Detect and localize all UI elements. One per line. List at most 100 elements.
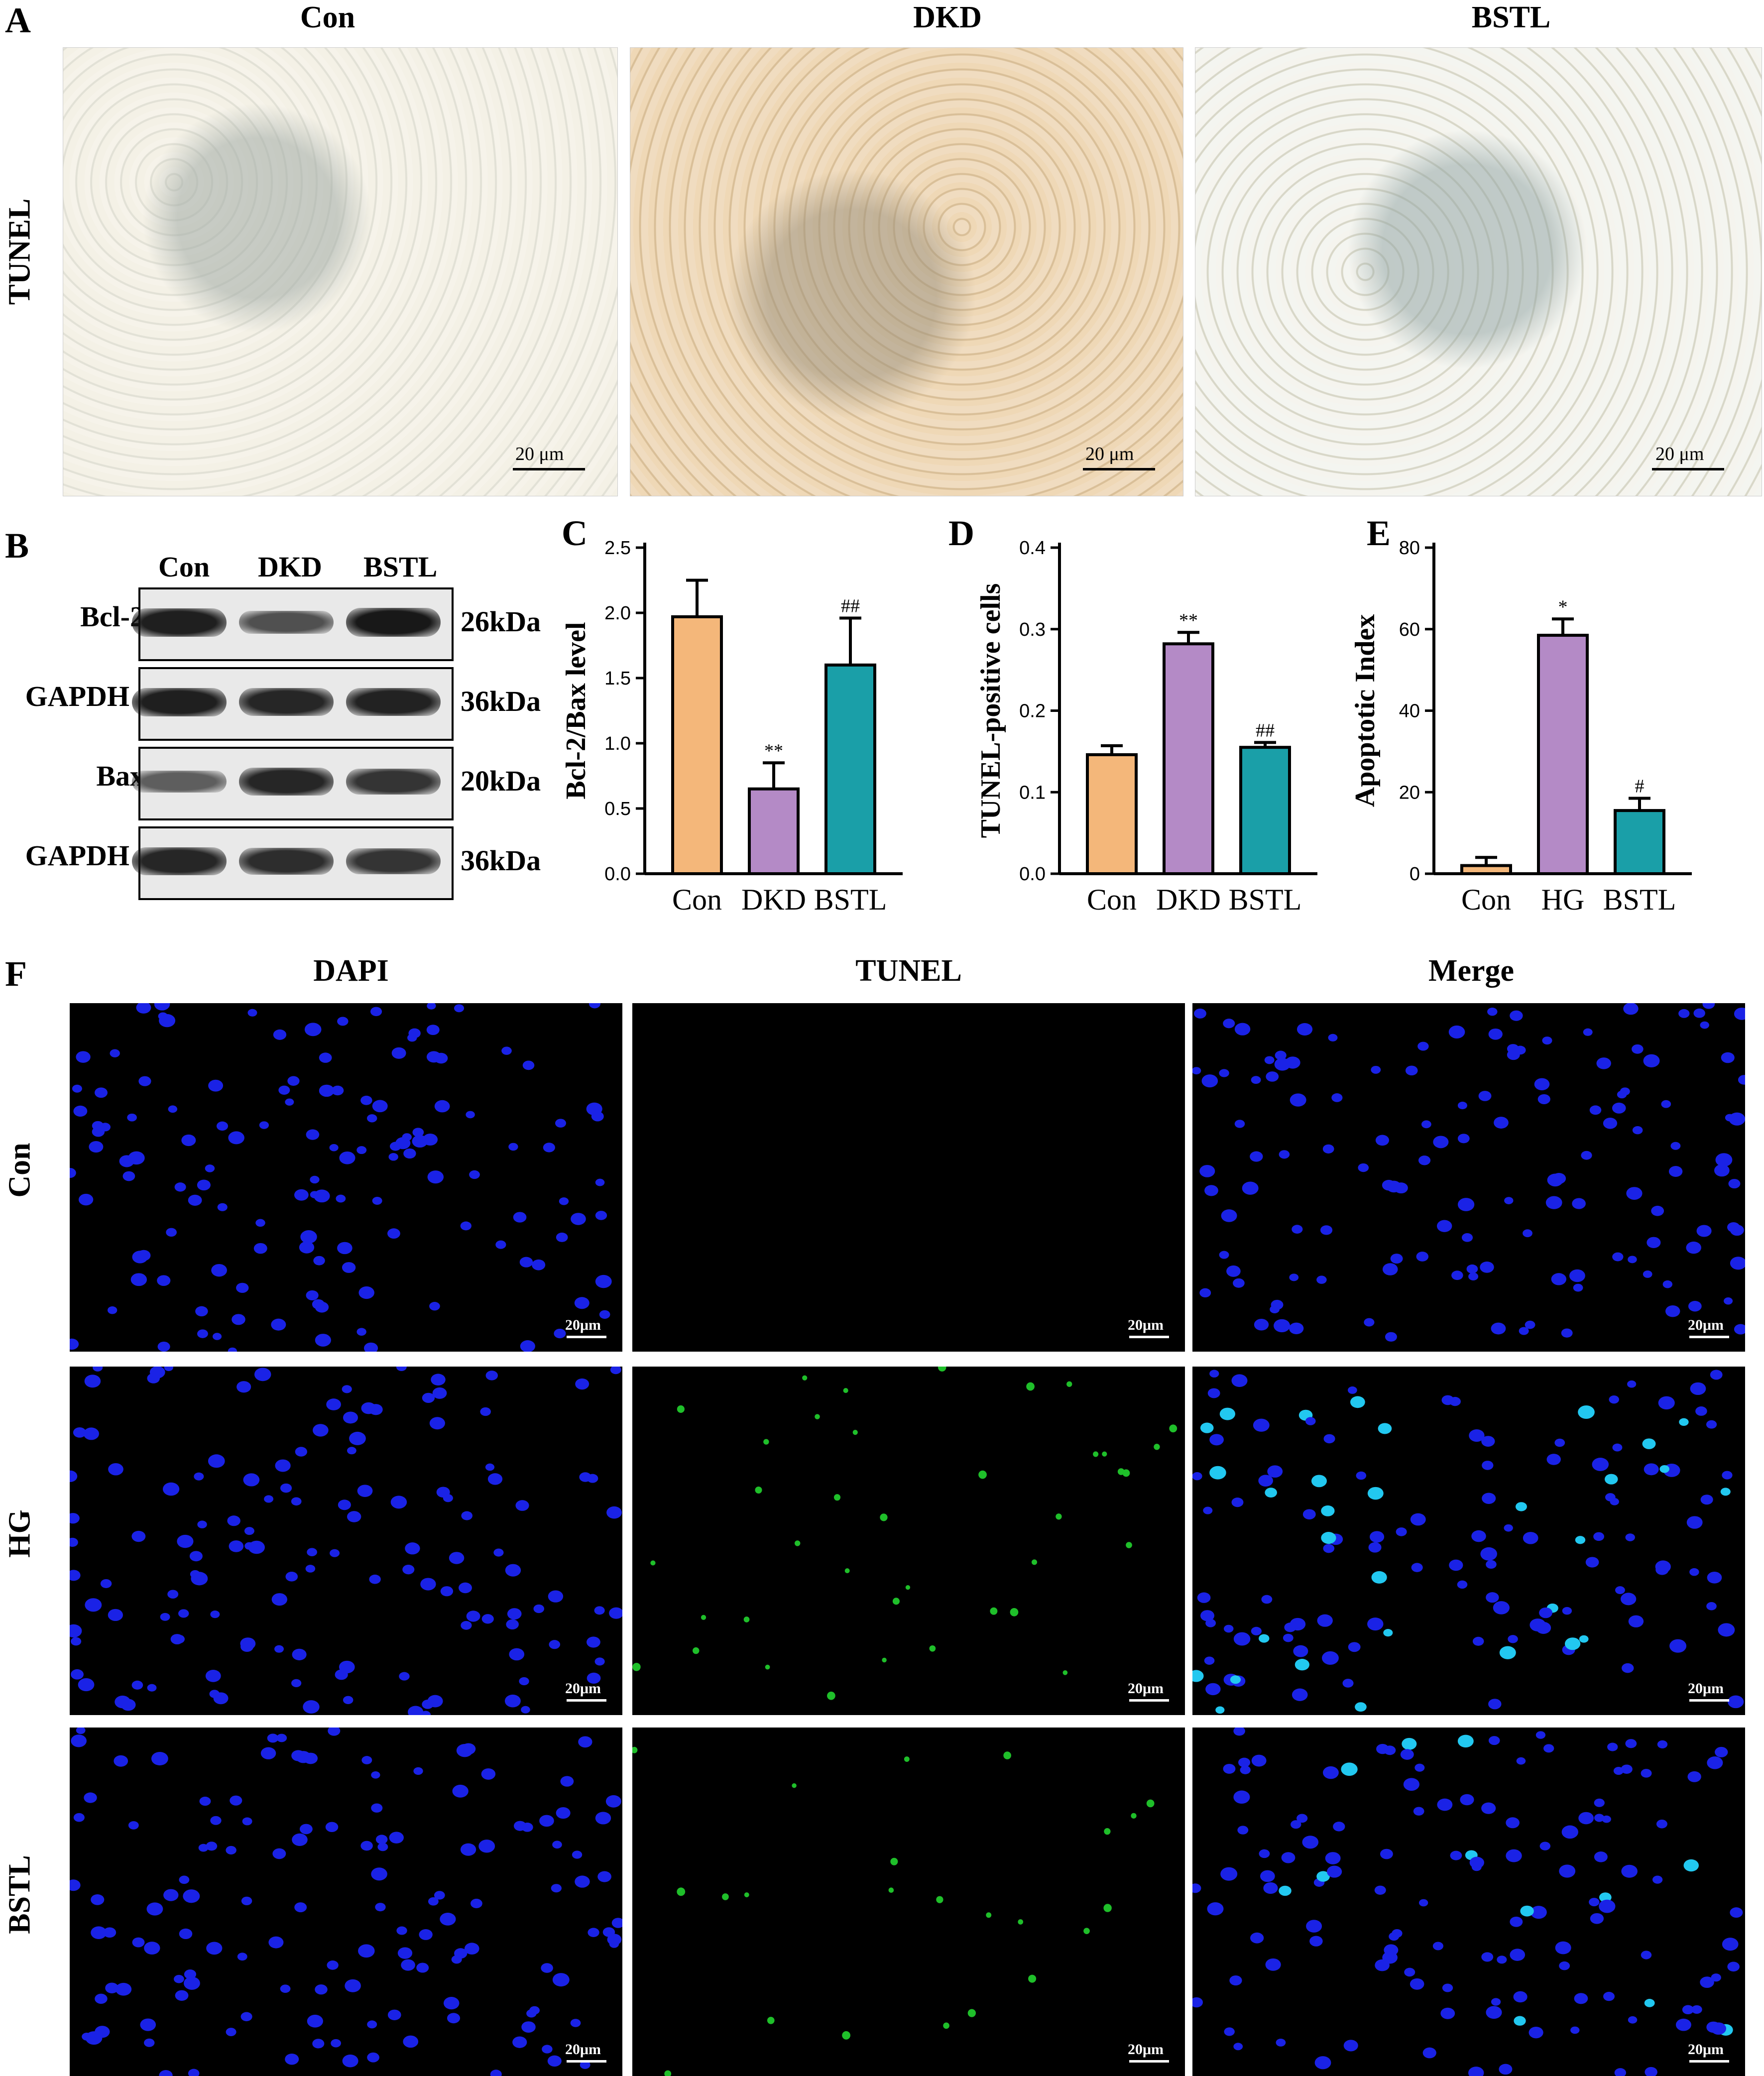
fluorescence-scalebar-label: 20μm	[565, 2041, 601, 2058]
fluorescence-scalebar-label: 20μm	[1128, 2041, 1164, 2058]
y-tick-label: 0.3	[1019, 619, 1046, 640]
panel-f-row-con: Con	[2, 1143, 37, 1198]
blot-band	[132, 771, 227, 793]
blot-band	[239, 848, 334, 875]
histology-image-bstl	[1195, 47, 1762, 496]
y-tick-label: 0.5	[604, 799, 631, 819]
blot-band	[239, 610, 334, 634]
category-label: Con	[672, 883, 722, 916]
panel-letter-f: F	[5, 954, 27, 994]
panel-f-row-bstl: BSTL	[2, 1855, 37, 1934]
fluorescence-image-con-merge	[1192, 1003, 1745, 1352]
fluorescence-scalebar-label: 20μm	[565, 1317, 601, 1333]
blot-band	[132, 608, 227, 637]
panel-letter-e: E	[1367, 518, 1391, 553]
blot-size-label: 36kDa	[461, 685, 541, 717]
panel-a-col-bstl: BSTL	[1471, 0, 1551, 34]
bar-bstl	[1239, 746, 1291, 875]
blot-band	[239, 768, 334, 796]
y-tick-label: 0.2	[1019, 701, 1046, 722]
y-axis-label: Bcl-2/Bax level	[561, 622, 591, 799]
panel-f-col-dapi: DAPI	[313, 954, 389, 988]
fluorescence-scalebar-line	[567, 2060, 606, 2063]
category-label: Con	[1087, 883, 1137, 916]
y-tick-label: 1.5	[604, 668, 631, 689]
blot-band	[346, 607, 441, 637]
significance-mark: **	[764, 740, 783, 761]
fluorescence-scalebar-line	[1689, 1699, 1729, 1702]
panel-f-col-tunel: TUNEL	[855, 954, 962, 988]
scalebar-line-a3	[1652, 468, 1724, 470]
fluorescence-scalebar-line	[567, 1336, 606, 1338]
fluorescence-scalebar-line	[1689, 1336, 1729, 1338]
scalebar-label-a1: 20 μm	[515, 444, 564, 464]
bar-dkd	[748, 787, 800, 876]
blot-col-bstl: BSTL	[363, 551, 438, 583]
blot-size-label: 26kDa	[461, 605, 541, 638]
significance-mark: ##	[1256, 720, 1275, 741]
fluorescence-scalebar-label: 20μm	[1688, 1317, 1724, 1333]
category-label: DKD	[1156, 883, 1221, 916]
category-label: BSTL	[1603, 883, 1676, 916]
panel-f-col-merge: Merge	[1428, 954, 1515, 988]
histology-image-dkd	[630, 47, 1183, 496]
bar-bstl	[824, 663, 876, 875]
blot-size-label: 36kDa	[461, 844, 541, 877]
blot-band	[132, 688, 227, 716]
fluorescence-image-bstl-merge	[1192, 1728, 1745, 2076]
fluorescence-scalebar-label: 20μm	[1688, 1680, 1724, 1697]
fluorescence-image-hg-dapi	[70, 1367, 622, 1715]
panel-f-row-hg: HG	[2, 1509, 37, 1558]
fluorescence-scalebar-line	[1129, 2060, 1169, 2063]
fluorescence-image-bstl-dapi	[70, 1728, 622, 2076]
significance-mark: **	[1179, 610, 1198, 631]
y-tick-label: 60	[1399, 619, 1420, 640]
y-tick-label: 2.0	[604, 603, 631, 624]
fluorescence-scalebar-label: 20μm	[1128, 1680, 1164, 1697]
panel-a-col-dkd: DKD	[913, 0, 982, 34]
blot-col-con: Con	[158, 551, 210, 583]
fluorescence-image-bstl-tunel	[632, 1728, 1185, 2076]
category-label: BSTL	[814, 883, 887, 916]
y-tick-label: 0.4	[1019, 538, 1046, 559]
scalebar-line-a2	[1083, 468, 1155, 470]
panel-a-row-tunel: TUNEL	[2, 198, 37, 305]
bar-con	[1086, 753, 1138, 875]
panel-letter-b: B	[5, 526, 29, 566]
bar-dkd	[1163, 642, 1214, 875]
histology-image-con	[63, 47, 618, 496]
blot-band	[346, 848, 441, 875]
category-label: Con	[1461, 883, 1511, 916]
y-tick-label: 0.0	[1019, 864, 1046, 885]
blot-row-label: GAPDH	[25, 680, 129, 712]
significance-mark: ##	[841, 595, 860, 616]
y-axis-label: TUNEL-positive cells	[975, 583, 1006, 838]
scalebar-label-a3: 20 μm	[1655, 444, 1704, 464]
fluorescence-image-hg-tunel	[632, 1367, 1185, 1715]
fluorescence-image-hg-merge	[1192, 1367, 1745, 1715]
panel-letter-d: D	[948, 518, 974, 553]
y-tick-label: 80	[1399, 538, 1420, 559]
y-tick-label: 20	[1399, 782, 1420, 803]
significance-mark: *	[1558, 596, 1568, 617]
fluorescence-image-con-tunel	[632, 1003, 1185, 1352]
bar-con	[671, 615, 723, 876]
fluorescence-scalebar-line	[1129, 1699, 1169, 1702]
bar-charts: C 0.0 0.5 1.0 1.5 2.0 2.5 Bcl-2/Bax level Con ** D…	[561, 518, 1692, 916]
fluorescence-scalebar-label: 20μm	[1128, 1317, 1164, 1333]
panel-letter-a: A	[5, 0, 31, 40]
y-tick-label: 1.0	[604, 733, 631, 754]
y-tick-label: 0.0	[604, 864, 631, 885]
blot-row-label: GAPDH	[25, 839, 129, 872]
blot-band	[239, 688, 334, 716]
panel-a-col-con: Con	[300, 0, 355, 34]
scalebar-label-a2: 20 μm	[1085, 444, 1134, 464]
fluorescence-scalebar-line	[567, 1699, 606, 1702]
fluorescence-scalebar-label: 20μm	[1688, 2041, 1724, 2058]
y-tick-label: 40	[1399, 701, 1420, 722]
category-label: HG	[1541, 883, 1585, 916]
fluorescence-scalebar-line	[1689, 2060, 1729, 2063]
panel-letter-c: C	[562, 518, 588, 553]
y-tick-label: 0	[1410, 864, 1420, 885]
fluorescence-scalebar-label: 20μm	[565, 1680, 601, 1697]
